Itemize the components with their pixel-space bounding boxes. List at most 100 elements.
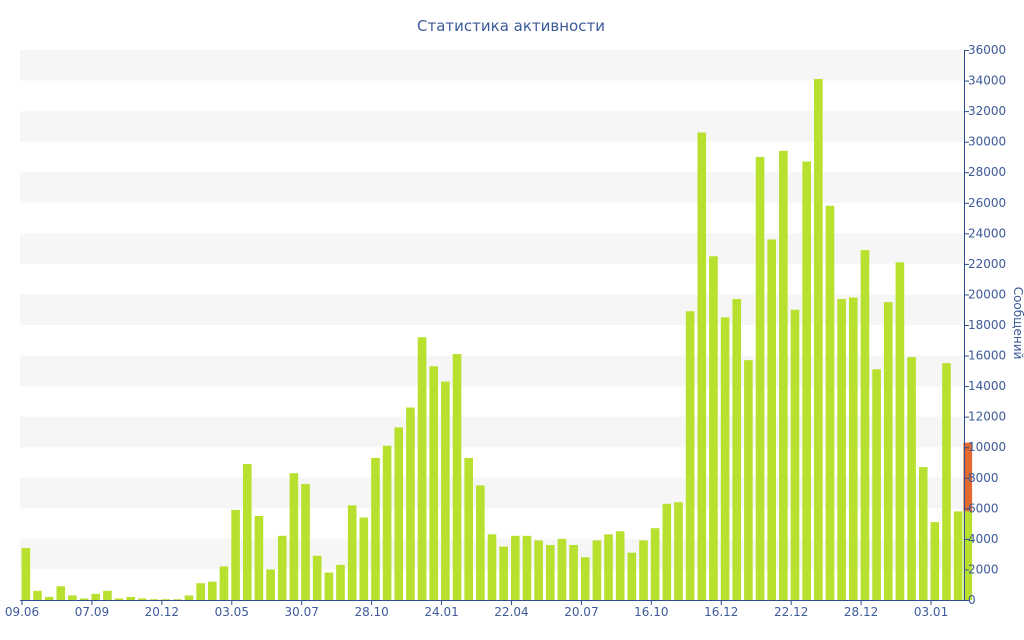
bar [254,515,264,600]
bar-series [21,79,973,601]
bar [289,473,299,600]
bar [196,583,205,600]
y-tick-label: 12000 [968,410,1006,424]
bar [592,540,602,600]
bar [487,534,497,600]
bar-highlight [963,442,973,512]
bar [161,599,170,600]
bar [790,309,800,600]
bar [953,511,963,600]
bar [173,599,182,600]
bar [732,299,742,600]
bar [872,369,881,600]
bar [91,593,101,600]
bar [755,156,765,600]
bar [394,427,404,600]
x-axis-ticks: 09.06 07.09 20.12 03.05 30.07 28.10 24.01 22.04… [5,600,948,619]
x-tick-label: 03.01 [914,605,948,619]
bar [534,540,543,600]
y-tick-label: 10000 [968,440,1006,454]
bar [277,535,287,600]
bar [744,360,753,600]
bar [266,569,275,600]
y-tick-label: 2000 [968,562,999,576]
bar [417,337,427,600]
bar [709,256,718,600]
bar [662,503,672,600]
y-tick-label: 16000 [968,349,1006,363]
x-tick-label: 20.07 [564,605,598,619]
bar [860,250,870,600]
y-tick-label: 6000 [968,501,999,515]
bar [895,262,905,600]
bar [382,445,392,600]
bar [359,517,369,600]
x-tick-label: 20.12 [145,605,179,619]
bar [336,564,345,600]
y-tick-label: 28000 [968,165,1006,179]
bar [68,595,77,600]
y-tick-label: 18000 [968,318,1006,332]
y-tick-label: 24000 [968,226,1006,240]
bar [942,363,951,600]
bar [545,545,555,600]
bar [814,79,823,601]
x-tick-label: 16.12 [704,605,738,619]
bar [429,366,439,600]
bar [441,381,450,600]
bar [184,595,194,600]
x-tick-label: 30.07 [285,605,319,619]
x-tick-label: 28.10 [354,605,388,619]
y-tick-label: 20000 [968,287,1006,301]
bar [569,545,578,600]
bar [44,596,54,600]
x-tick-label: 07.09 [75,605,109,619]
bar [522,535,532,600]
bar [557,538,567,600]
x-tick-label: 16.10 [634,605,668,619]
bar [301,483,310,600]
bar [604,534,613,600]
bar [963,511,973,600]
bar [918,467,928,600]
bar [720,317,730,600]
bar [627,552,637,600]
bar [79,598,89,600]
x-tick-label: 28.12 [844,605,878,619]
bar [33,590,42,600]
y-tick-label: 0 [968,593,976,607]
x-tick-label: 09.06 [5,605,39,619]
bar [219,566,229,600]
bar [883,302,893,600]
bar [207,581,217,600]
bar [406,407,415,600]
bar [114,598,124,600]
bar [510,535,520,600]
bar [907,357,916,600]
grid-band [20,50,964,81]
x-tick-label: 22.12 [774,605,808,619]
grid-band [20,111,964,142]
x-tick-label: 03.05 [215,605,249,619]
bar [464,457,474,600]
y-tick-label: 8000 [968,471,999,485]
y-tick-label: 30000 [968,135,1006,149]
bar [767,239,777,600]
bar [21,548,31,600]
y-tick-label: 4000 [968,532,999,546]
bar [848,297,858,600]
y-tick-label: 22000 [968,257,1006,271]
bar [242,464,252,600]
bar [499,546,508,600]
bar [126,596,136,600]
bar [371,457,380,600]
bar [650,528,660,600]
bar [580,557,590,600]
bar [674,502,683,600]
y-tick-label: 14000 [968,379,1006,393]
bar [685,311,695,600]
bar [138,598,147,600]
bar [347,505,357,600]
